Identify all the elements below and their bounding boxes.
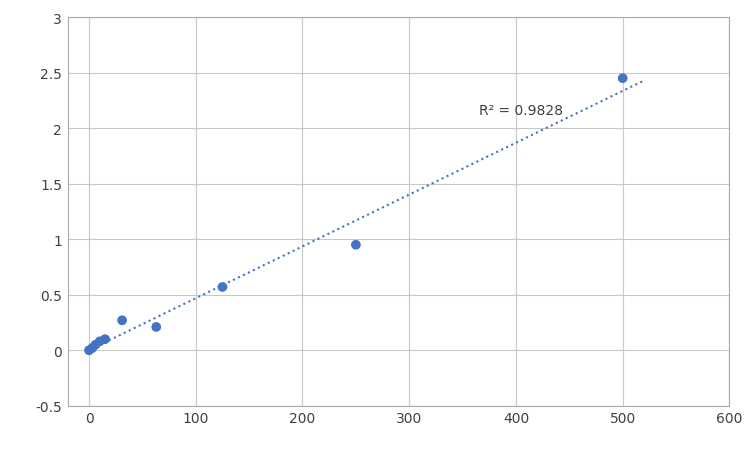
Point [350,242,362,249]
Point [89,341,102,349]
Point [217,284,229,291]
Point [150,324,162,331]
Point [86,345,99,352]
Point [99,336,111,343]
Text: R² = 0.9828: R² = 0.9828 [478,104,562,118]
Point [116,317,128,324]
Point [617,75,629,83]
Point [94,338,106,345]
Point [83,347,95,354]
